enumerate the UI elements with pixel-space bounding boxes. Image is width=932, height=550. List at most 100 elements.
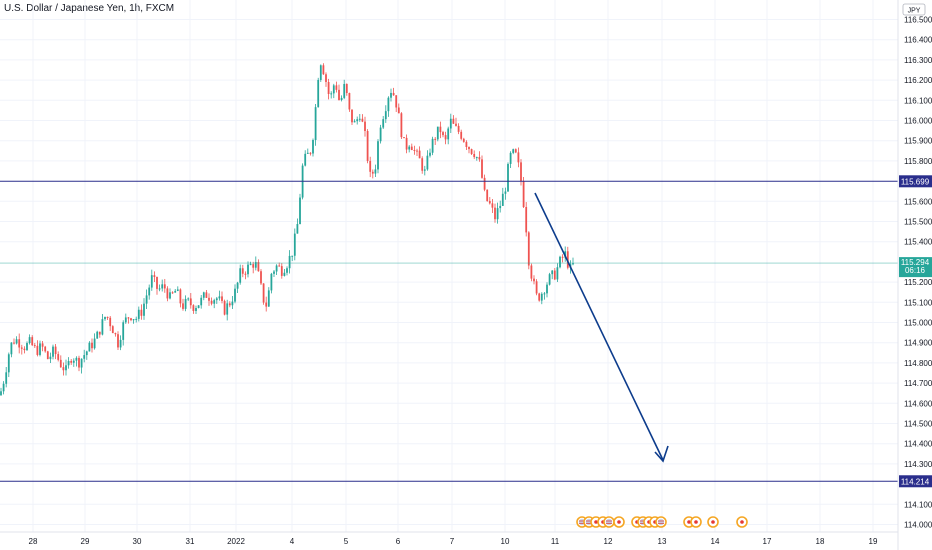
candle-body bbox=[132, 319, 135, 321]
candle-body bbox=[286, 268, 288, 273]
us-flag-icon[interactable] bbox=[603, 516, 615, 528]
candle-body bbox=[205, 292, 208, 298]
candle-body bbox=[213, 300, 216, 304]
candle-body bbox=[481, 159, 483, 178]
x-tick-label: 31 bbox=[186, 537, 195, 546]
candle-body bbox=[351, 109, 353, 123]
candle-body bbox=[20, 347, 23, 349]
candle-body bbox=[0, 391, 2, 396]
candle-body bbox=[421, 158, 424, 171]
candle-body bbox=[366, 131, 369, 161]
economic-events[interactable] bbox=[576, 516, 748, 528]
jp-flag-icon[interactable] bbox=[736, 516, 748, 528]
candle-body bbox=[106, 316, 109, 318]
x-tick-label: 29 bbox=[81, 537, 90, 546]
candle-body bbox=[104, 316, 106, 320]
candle-body bbox=[75, 357, 78, 361]
support-tag-bg bbox=[899, 475, 932, 488]
candle-body bbox=[36, 345, 39, 355]
candle-body bbox=[78, 357, 80, 368]
candle-body bbox=[288, 255, 291, 269]
candle-body bbox=[200, 297, 203, 306]
jp-flag-icon[interactable] bbox=[613, 516, 625, 528]
jp-flag-icon[interactable] bbox=[707, 516, 719, 528]
candle-body bbox=[111, 326, 114, 334]
candle-body bbox=[189, 298, 192, 306]
candle-body bbox=[540, 293, 543, 301]
x-tick-label: 19 bbox=[869, 537, 878, 546]
candle-body bbox=[332, 85, 335, 94]
candle-body bbox=[473, 153, 476, 158]
candle-body bbox=[197, 305, 200, 309]
candle-body bbox=[130, 318, 132, 321]
candle-body bbox=[309, 152, 312, 154]
candle-body bbox=[265, 302, 268, 307]
candle-body bbox=[218, 296, 221, 299]
candle-body bbox=[494, 207, 496, 220]
candle-body bbox=[395, 95, 398, 108]
candle-body bbox=[72, 360, 75, 363]
candle-body bbox=[358, 118, 361, 120]
y-tick-label: 116.200 bbox=[904, 76, 932, 85]
candle-body bbox=[156, 276, 158, 289]
candle-body bbox=[231, 301, 234, 306]
candle-body bbox=[387, 97, 390, 112]
candle-body bbox=[457, 125, 460, 132]
candle-body bbox=[361, 118, 364, 122]
candle-body bbox=[85, 351, 88, 356]
candle-body bbox=[465, 141, 468, 147]
candle-body bbox=[460, 131, 463, 139]
candle-body bbox=[2, 383, 5, 392]
candle-body bbox=[13, 342, 15, 344]
candle-body bbox=[553, 270, 556, 280]
trend-arrow-line[interactable] bbox=[534, 192, 664, 461]
candle-body bbox=[509, 152, 512, 164]
candle-body bbox=[249, 264, 252, 266]
candle-body bbox=[280, 266, 283, 276]
candle-body bbox=[322, 65, 325, 75]
candle-body bbox=[41, 343, 44, 347]
candle-body bbox=[176, 289, 179, 291]
candle-body bbox=[377, 141, 379, 170]
x-tick-label: 13 bbox=[658, 537, 667, 546]
candle-body bbox=[556, 267, 559, 280]
candle-body bbox=[382, 119, 385, 128]
jp-flag-icon[interactable] bbox=[690, 516, 702, 528]
chart-grid bbox=[0, 0, 898, 532]
candle-body bbox=[325, 74, 327, 82]
candle-body bbox=[236, 282, 239, 289]
y-tick-label: 116.300 bbox=[904, 56, 932, 65]
candle-body bbox=[413, 150, 416, 152]
candle-body bbox=[436, 126, 439, 140]
candle-body bbox=[33, 345, 36, 347]
candle-body bbox=[5, 372, 8, 384]
candle-body bbox=[319, 65, 322, 80]
y-tick-label: 116.400 bbox=[904, 36, 932, 45]
candle-body bbox=[353, 121, 356, 123]
candle-body bbox=[538, 293, 541, 301]
candle-body bbox=[252, 264, 255, 268]
candle-body bbox=[267, 290, 270, 307]
us-flag-icon[interactable] bbox=[655, 516, 667, 528]
candle-body bbox=[499, 205, 502, 209]
candle-body bbox=[293, 233, 296, 256]
candle-body bbox=[405, 137, 408, 150]
y-tick-label: 115.600 bbox=[904, 197, 932, 206]
candle-body bbox=[275, 265, 278, 272]
chart-title: U.S. Dollar / Japanese Yen, 1h, FXCM bbox=[4, 3, 175, 14]
y-tick-label: 116.100 bbox=[904, 96, 932, 105]
y-tick-label: 115.200 bbox=[904, 278, 932, 287]
x-tick-label: 28 bbox=[29, 537, 38, 546]
candle-body bbox=[122, 322, 125, 340]
candle-body bbox=[475, 157, 478, 159]
candle-body bbox=[410, 146, 413, 151]
trend-arrow[interactable] bbox=[534, 192, 669, 463]
candle-body bbox=[429, 152, 431, 156]
candle-body bbox=[210, 300, 213, 304]
candle-body bbox=[93, 338, 96, 349]
candle-body bbox=[452, 118, 455, 124]
support-price-tag: 114.214 bbox=[899, 475, 932, 488]
candle-body bbox=[527, 232, 530, 266]
candle-body bbox=[392, 92, 395, 96]
